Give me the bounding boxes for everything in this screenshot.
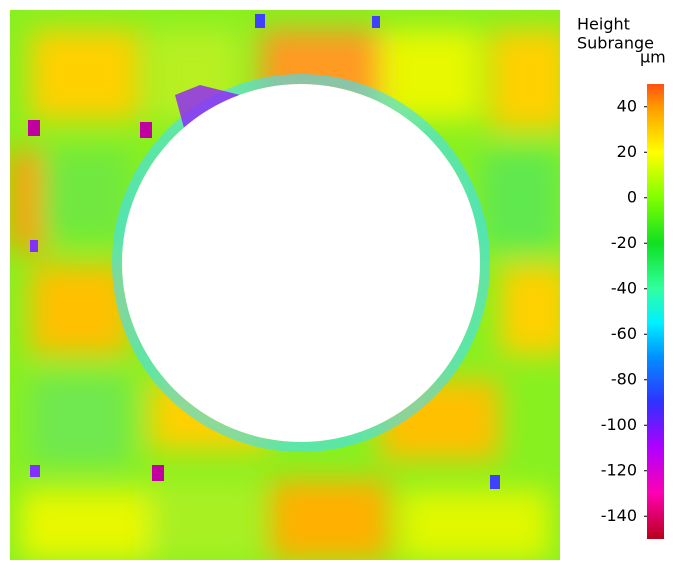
colorbar-title: Height — [577, 15, 630, 34]
colorbar — [647, 84, 664, 539]
colorbar-title: Subrange — [577, 34, 654, 53]
colorbar-tick-label: 0 — [627, 187, 637, 206]
colorbar-tick-label: -20 — [611, 233, 637, 252]
height-map — [10, 10, 560, 560]
colorbar-tick-label: -80 — [611, 369, 637, 388]
colorbar-unit: µm — [640, 48, 666, 67]
colorbar-tick-label: -140 — [601, 506, 637, 525]
colorbar-tick-label: -120 — [601, 460, 637, 479]
colorbar-tick-label: -60 — [611, 324, 637, 343]
colorbar-tick-label: 40 — [617, 96, 637, 115]
colorbar-tick-label: -100 — [601, 415, 637, 434]
colorbar-tick-label: 20 — [617, 142, 637, 161]
gap-spots — [28, 14, 500, 489]
colorbar-tick-label: -40 — [611, 278, 637, 297]
hole — [122, 84, 480, 442]
